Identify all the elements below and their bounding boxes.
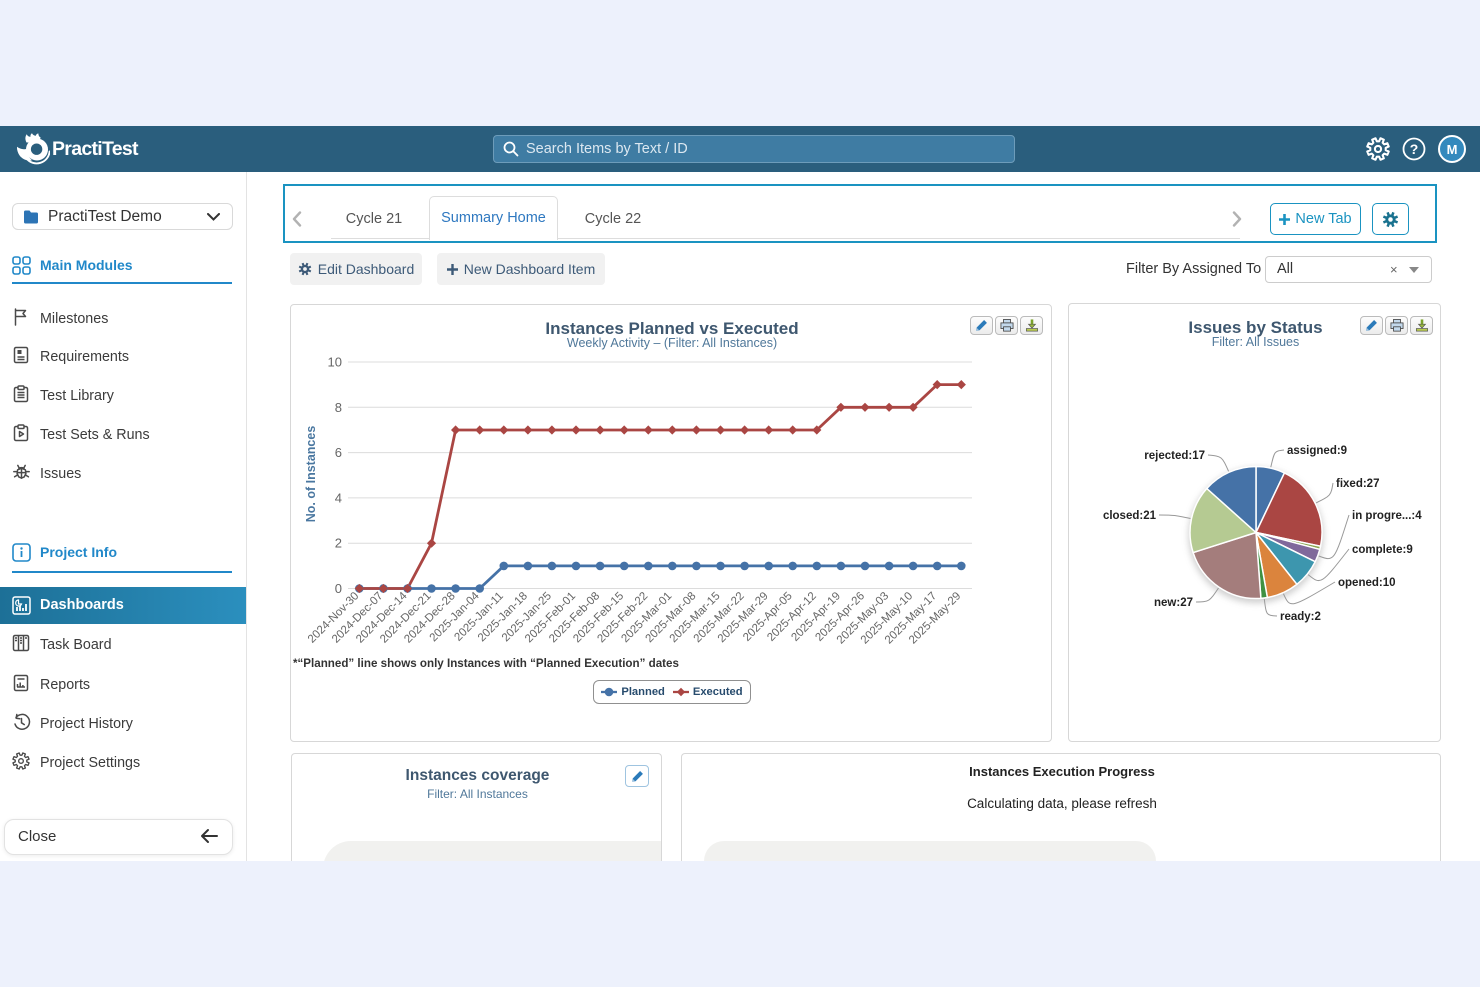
- svg-text:ready:2: ready:2: [1280, 611, 1321, 623]
- svg-text:fixed:27: fixed:27: [1336, 478, 1379, 490]
- svg-text:?: ?: [1410, 141, 1419, 157]
- svg-text:assigned:9: assigned:9: [1287, 445, 1347, 457]
- svg-text:6: 6: [335, 445, 342, 460]
- svg-text:complete:9: complete:9: [1352, 544, 1413, 556]
- svg-text:4: 4: [335, 490, 342, 505]
- svg-text:in progre...:4: in progre...:4: [1352, 510, 1422, 522]
- svg-text:closed:21: closed:21: [1103, 510, 1157, 522]
- svg-text:0: 0: [335, 581, 342, 596]
- svg-text:10: 10: [328, 355, 342, 370]
- svg-text:8: 8: [335, 400, 342, 415]
- svg-text:opened:10: opened:10: [1338, 577, 1396, 589]
- svg-text:No. of Instances: No. of Instances: [304, 426, 318, 523]
- svg-text:new:27: new:27: [1154, 597, 1193, 609]
- svg-text:2: 2: [335, 536, 342, 551]
- svg-text:rejected:17: rejected:17: [1144, 450, 1205, 462]
